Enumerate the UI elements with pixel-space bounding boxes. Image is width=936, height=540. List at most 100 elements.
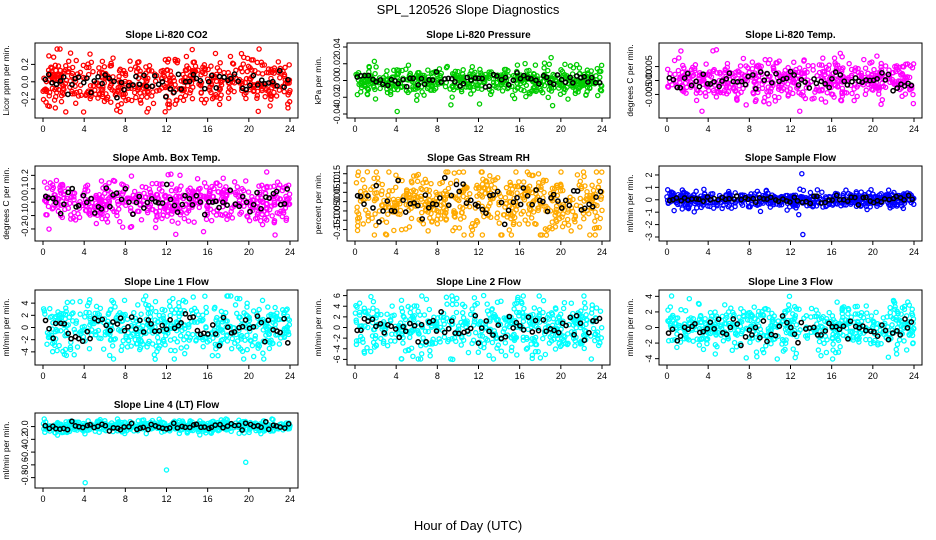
data-point bbox=[509, 92, 516, 99]
data-point bbox=[467, 71, 473, 77]
data-point bbox=[400, 340, 406, 346]
data-point bbox=[460, 169, 467, 175]
x-tick-label: 4 bbox=[394, 371, 399, 381]
data-point bbox=[761, 98, 767, 105]
data-point bbox=[277, 196, 284, 202]
data-point bbox=[675, 67, 682, 74]
data-point bbox=[398, 355, 405, 362]
data-point bbox=[165, 56, 172, 63]
data-point bbox=[189, 95, 196, 102]
data-point bbox=[207, 84, 213, 90]
overlay-point bbox=[550, 81, 557, 88]
data-point bbox=[599, 169, 605, 175]
overlay-point bbox=[281, 84, 287, 90]
y-axis-label: ml/min per min. bbox=[625, 298, 635, 356]
data-point bbox=[693, 90, 700, 96]
overlay-point bbox=[84, 75, 90, 81]
x-tick-label: 4 bbox=[706, 247, 711, 257]
x-tick-label: 8 bbox=[435, 124, 440, 134]
data-point bbox=[773, 60, 779, 66]
overlay-point bbox=[224, 202, 230, 208]
overlay-point bbox=[677, 84, 684, 91]
data-point bbox=[86, 345, 93, 352]
data-point bbox=[279, 307, 286, 313]
outlier-point bbox=[800, 231, 806, 238]
data-point bbox=[592, 232, 598, 238]
data-point bbox=[277, 74, 283, 81]
data-point bbox=[117, 218, 123, 225]
data-point bbox=[871, 66, 877, 73]
data-point bbox=[423, 179, 430, 186]
data-point bbox=[428, 180, 434, 187]
data-point bbox=[573, 61, 580, 68]
data-point bbox=[390, 196, 397, 203]
overlay-point bbox=[684, 70, 691, 77]
data-point bbox=[263, 217, 270, 223]
data-point bbox=[876, 84, 882, 90]
data-point bbox=[484, 301, 490, 307]
data-point bbox=[271, 89, 277, 96]
overlay-point bbox=[133, 73, 139, 80]
data-point bbox=[164, 213, 170, 219]
data-point bbox=[849, 90, 855, 97]
data-point bbox=[159, 306, 165, 313]
data-point bbox=[393, 172, 399, 178]
data-point bbox=[581, 293, 587, 299]
data-point bbox=[594, 213, 600, 220]
data-point bbox=[185, 187, 191, 193]
data-point bbox=[447, 180, 454, 187]
x-tick-label: 16 bbox=[203, 371, 213, 381]
data-point bbox=[750, 89, 756, 96]
data-point bbox=[580, 169, 587, 175]
overlay-point bbox=[69, 81, 75, 88]
data-point bbox=[138, 217, 145, 223]
x-tick-label: 0 bbox=[40, 124, 45, 134]
y-tick-label: 4 bbox=[644, 294, 654, 299]
data-point bbox=[144, 94, 150, 100]
y-tick-label: 0.0 bbox=[20, 196, 30, 209]
data-point bbox=[96, 192, 103, 198]
data-point bbox=[386, 169, 392, 175]
data-point bbox=[910, 91, 916, 98]
data-point bbox=[421, 92, 427, 98]
overlay-point bbox=[573, 312, 580, 319]
overlay-point bbox=[460, 80, 467, 87]
data-point bbox=[837, 50, 844, 57]
data-point bbox=[128, 223, 135, 230]
x-tick-label: 24 bbox=[597, 371, 607, 381]
data-point bbox=[490, 79, 497, 86]
data-point bbox=[456, 169, 462, 175]
data-point bbox=[106, 352, 113, 359]
data-point bbox=[475, 85, 481, 91]
x-tick-label: 12 bbox=[161, 371, 171, 381]
panel-title: Slope Sample Flow bbox=[745, 153, 836, 164]
data-point bbox=[470, 337, 477, 344]
overlay-point bbox=[68, 335, 74, 342]
data-point bbox=[406, 334, 413, 341]
overlay-point bbox=[281, 315, 287, 322]
overlay-point bbox=[274, 82, 280, 89]
x-tick-label: 0 bbox=[40, 371, 45, 381]
x-tick-label: 16 bbox=[515, 247, 525, 257]
data-point bbox=[558, 169, 564, 175]
data-point bbox=[798, 70, 805, 76]
data-point bbox=[587, 232, 593, 238]
overlay-point bbox=[80, 79, 87, 86]
data-point bbox=[65, 58, 72, 65]
overlay-point bbox=[773, 70, 779, 77]
data-point bbox=[118, 101, 125, 107]
data-point bbox=[514, 62, 521, 68]
data-point bbox=[112, 304, 118, 310]
data-point bbox=[68, 216, 74, 222]
data-point bbox=[878, 64, 884, 70]
data-point bbox=[131, 309, 137, 316]
data-point bbox=[482, 190, 488, 197]
data-point bbox=[144, 78, 150, 84]
y-tick-label: -0.04 bbox=[332, 104, 342, 125]
data-point bbox=[209, 352, 216, 359]
data-point bbox=[577, 224, 583, 230]
data-point bbox=[149, 180, 155, 187]
data-point bbox=[391, 67, 397, 74]
data-point bbox=[396, 67, 402, 74]
data-point bbox=[523, 93, 529, 100]
